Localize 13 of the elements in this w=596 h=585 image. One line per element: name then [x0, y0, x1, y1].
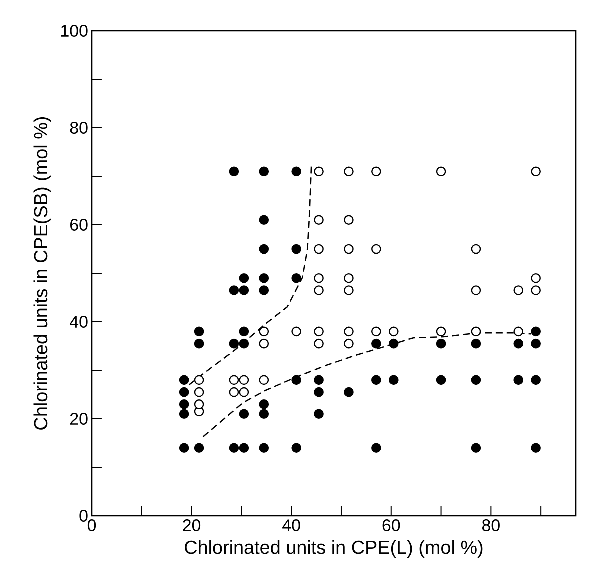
y-tick-label: 80	[70, 122, 88, 134]
y-tick-label: 60	[70, 219, 88, 231]
x-tick-label: 40	[282, 520, 300, 532]
y-tick-label: 40	[70, 316, 88, 328]
x-axis-title: Chlorinated units in CPE(L) (mol %)	[185, 540, 483, 558]
y-tick-label: 100	[62, 24, 88, 37]
y-tick-label: 0	[80, 510, 88, 522]
x-tick-label: 60	[382, 520, 400, 532]
y-tick-label: 20	[70, 413, 88, 425]
y-axis-title: Chlorinated units in CPE(SB) (mol %)	[34, 117, 52, 430]
x-tick-label: 0	[88, 520, 96, 532]
x-tick-label: 20	[183, 520, 201, 532]
x-tick-label: 80	[482, 520, 500, 532]
